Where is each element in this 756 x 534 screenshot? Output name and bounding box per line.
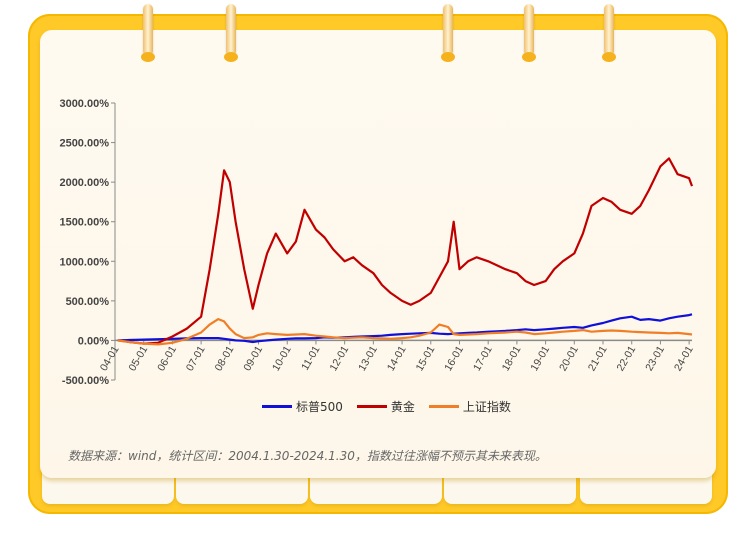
- x-tick-label: 10-01: [270, 344, 294, 373]
- x-tick-label: 18-01: [500, 344, 524, 373]
- binder-ring: [441, 4, 455, 62]
- x-tick-label: 20-01: [557, 344, 581, 373]
- y-tick-label: 0.00%: [78, 335, 109, 347]
- legend-label: 标普500: [296, 400, 343, 414]
- binder-ring: [522, 4, 536, 62]
- binder-ring: [224, 4, 238, 62]
- legend-item: 黄金: [356, 398, 415, 415]
- x-tick-label: 15-01: [414, 344, 438, 373]
- x-tick-label: 04-01: [98, 344, 122, 373]
- legend-swatch: [356, 405, 387, 408]
- paper-card: [40, 30, 716, 478]
- x-tick-label: 21-01: [586, 344, 610, 373]
- y-tick-label: 2000.00%: [59, 177, 109, 189]
- x-tick-label: 08-01: [213, 344, 237, 373]
- x-tick-label: 17-01: [471, 344, 495, 373]
- legend-label: 黄金: [390, 400, 415, 414]
- x-tick-label: 23-01: [643, 344, 667, 373]
- y-tick-label: 1000.00%: [59, 256, 109, 268]
- binder-ring: [141, 4, 155, 62]
- legend-swatch: [262, 405, 292, 408]
- x-tick-label: 06-01: [155, 344, 179, 373]
- legend-item: 上证指数: [428, 398, 511, 415]
- x-tick-label: 12-01: [327, 344, 351, 373]
- legend-item: 标普500: [262, 398, 343, 415]
- binder-ring: [602, 4, 616, 62]
- y-tick-label: -500.00%: [62, 375, 109, 387]
- legend-label: 上证指数: [462, 400, 511, 414]
- x-tick-label: 05-01: [126, 344, 150, 373]
- x-tick-label: 24-01: [672, 344, 696, 373]
- y-tick-label: 500.00%: [66, 296, 110, 308]
- chart-legend: 标普500 黄金 上证指数: [262, 398, 511, 415]
- x-tick-label: 13-01: [356, 344, 380, 373]
- y-tick-label: 3000.00%: [59, 98, 109, 110]
- series-line: [117, 313, 693, 344]
- x-tick-label: 16-01: [442, 344, 466, 373]
- y-tick-label: 1500.00%: [59, 217, 109, 229]
- x-tick-label: 11-01: [299, 344, 323, 373]
- legend-swatch: [428, 405, 459, 408]
- series-line: [117, 318, 693, 346]
- source-note: 数据来源：wind，统计区间：2004.1.30-2024.1.30，指数过往涨…: [68, 449, 547, 463]
- x-tick-label: 22-01: [614, 344, 638, 373]
- x-tick-label: 19-01: [528, 344, 552, 373]
- x-tick-label: 14-01: [385, 344, 409, 373]
- y-tick-label: 2500.00%: [59, 138, 109, 150]
- series-line: [117, 157, 694, 345]
- x-tick-label: 07-01: [184, 344, 208, 373]
- x-tick-label: 09-01: [241, 344, 265, 373]
